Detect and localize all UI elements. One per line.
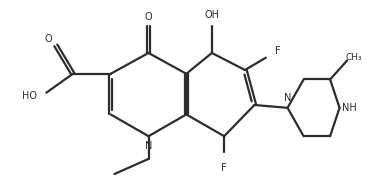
Text: F: F	[221, 163, 227, 173]
Text: N: N	[284, 93, 291, 103]
Text: N: N	[145, 141, 152, 151]
Text: OH: OH	[204, 10, 219, 20]
Text: CH₃: CH₃	[345, 53, 362, 62]
Text: O: O	[145, 12, 152, 22]
Text: F: F	[275, 46, 281, 56]
Text: O: O	[44, 34, 52, 44]
Text: HO: HO	[22, 90, 37, 101]
Text: NH: NH	[342, 103, 356, 113]
